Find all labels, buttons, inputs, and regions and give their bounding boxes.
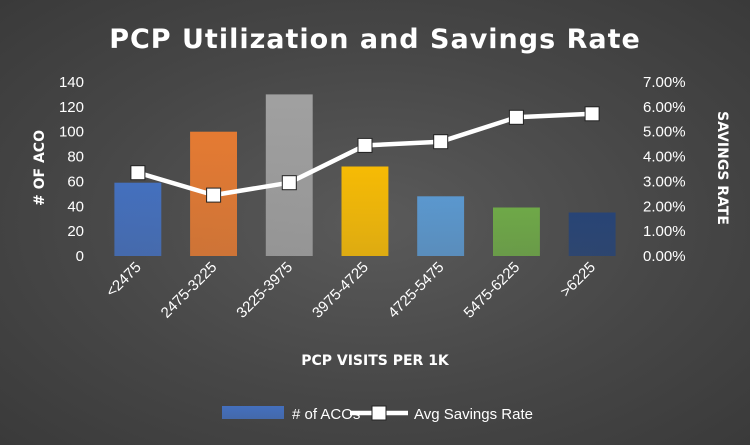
bar-5 — [493, 207, 540, 256]
y-tick-label-6: 120 — [59, 99, 84, 116]
y-tick-label-5: 100 — [59, 124, 84, 141]
savings-rate-point-4 — [433, 134, 449, 150]
y-tick-label-3: 60 — [67, 173, 84, 190]
bar-3 — [341, 166, 389, 256]
y-tick-label-4: 80 — [67, 149, 84, 166]
y-tick-label-7: 140 — [59, 74, 84, 91]
y2-tick-label-5: 5.00% — [643, 124, 686, 141]
y2-tick-label-1: 1.00% — [643, 223, 686, 240]
y-tick-label-1: 20 — [67, 223, 84, 240]
y2-tick-label-3: 3.00% — [643, 173, 686, 190]
savings-rate-point-2 — [281, 175, 297, 191]
savings-rate-point-3 — [357, 137, 373, 153]
y2-tick-label-4: 4.00% — [643, 149, 686, 166]
legend: # of ACOs Avg Savings Rate — [222, 405, 533, 423]
y-axis-label: # OF ACO — [32, 130, 48, 206]
x-tick-label-4: 4725-5475 — [385, 259, 448, 322]
x-tick-label-2: 3225-3975 — [233, 259, 296, 322]
savings-rate-point-6 — [584, 106, 600, 122]
legend-label-bars: # of ACOs — [292, 406, 360, 423]
y-tick-label-2: 40 — [67, 198, 84, 215]
x-tick-label-6: >6225 — [557, 259, 599, 301]
legend-swatch-bars — [222, 406, 284, 419]
bar-4 — [417, 196, 465, 256]
y2-tick-label-2: 2.00% — [643, 198, 686, 215]
y-tick-label-0: 0 — [76, 248, 84, 265]
y2-axis-label: SAVINGS RATE — [714, 111, 730, 225]
chart-title: PCP Utilization and Savings Rate — [109, 24, 641, 55]
savings-rate-point-0 — [130, 165, 146, 181]
bar-0 — [114, 182, 162, 256]
y2-tick-label-0: 0.00% — [643, 248, 686, 265]
legend-label-line: Avg Savings Rate — [414, 406, 533, 423]
x-tick-label-5: 5475-6225 — [461, 259, 524, 322]
y2-tick-label-7: 7.00% — [643, 74, 686, 91]
savings-rate-point-1 — [206, 187, 222, 203]
x-tick-label-0: <2475 — [103, 259, 145, 301]
x-axis-label: PCP VISITS PER 1K — [301, 353, 450, 369]
savings-rate-point-5 — [508, 109, 524, 125]
x-tick-label-1: 2475-3225 — [158, 259, 221, 322]
x-tick-label-3: 3975-4725 — [309, 259, 372, 322]
legend-swatch-marker — [371, 405, 387, 421]
y2-tick-label-6: 6.00% — [643, 99, 686, 116]
bar-6 — [568, 212, 616, 256]
